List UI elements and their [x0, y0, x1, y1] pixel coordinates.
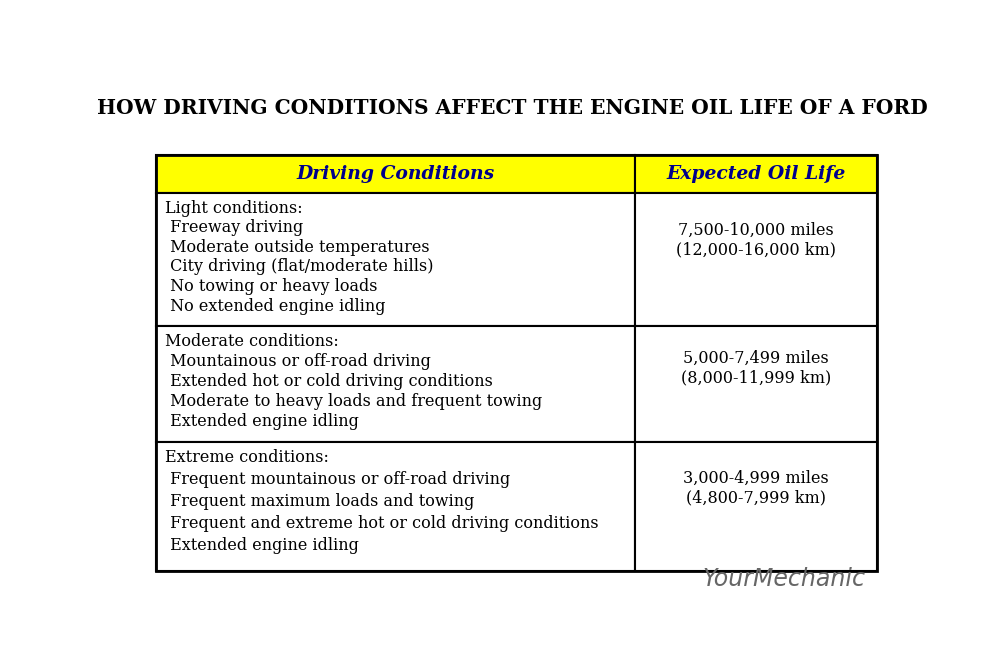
Text: YourMechanic: YourMechanic — [702, 567, 865, 591]
Text: (12,000-16,000 km): (12,000-16,000 km) — [676, 241, 836, 258]
Text: Frequent maximum loads and towing: Frequent maximum loads and towing — [165, 493, 475, 510]
Text: Extended engine idling: Extended engine idling — [165, 537, 359, 554]
Text: Extended engine idling: Extended engine idling — [165, 413, 359, 430]
Text: HOW DRIVING CONDITIONS AFFECT THE ENGINE OIL LIFE OF A FORD: HOW DRIVING CONDITIONS AFFECT THE ENGINE… — [97, 98, 928, 118]
Text: Freeway driving: Freeway driving — [165, 219, 304, 236]
Text: Moderate to heavy loads and frequent towing: Moderate to heavy loads and frequent tow… — [165, 393, 543, 410]
Bar — [156, 326, 635, 442]
Text: (8,000-11,999 km): (8,000-11,999 km) — [681, 370, 831, 386]
Text: 7,500-10,000 miles: 7,500-10,000 miles — [678, 222, 834, 239]
Text: Extreme conditions:: Extreme conditions: — [165, 448, 329, 466]
Text: Driving Conditions: Driving Conditions — [297, 165, 495, 183]
Text: Frequent mountainous or off-road driving: Frequent mountainous or off-road driving — [165, 471, 511, 488]
Text: 3,000-4,999 miles: 3,000-4,999 miles — [683, 470, 829, 486]
Text: Light conditions:: Light conditions: — [165, 200, 303, 217]
Bar — [635, 442, 877, 570]
Bar — [635, 326, 877, 442]
Text: Extended hot or cold driving conditions: Extended hot or cold driving conditions — [165, 373, 493, 390]
Bar — [635, 155, 877, 193]
Text: City driving (flat/moderate hills): City driving (flat/moderate hills) — [165, 258, 434, 275]
Text: Mountainous or off-road driving: Mountainous or off-road driving — [165, 353, 431, 370]
Bar — [156, 442, 635, 570]
Text: Moderate outside temperatures: Moderate outside temperatures — [165, 239, 430, 256]
Text: Moderate conditions:: Moderate conditions: — [165, 333, 339, 350]
Text: 5,000-7,499 miles: 5,000-7,499 miles — [683, 350, 829, 367]
Bar — [156, 155, 877, 570]
Text: (4,800-7,999 km): (4,800-7,999 km) — [686, 489, 826, 506]
Text: Frequent and extreme hot or cold driving conditions: Frequent and extreme hot or cold driving… — [165, 515, 599, 532]
Bar — [156, 193, 635, 326]
Bar — [156, 155, 635, 193]
Text: No extended engine idling: No extended engine idling — [165, 297, 386, 315]
Bar — [635, 193, 877, 326]
Text: Expected Oil Life: Expected Oil Life — [666, 165, 846, 183]
Text: No towing or heavy loads: No towing or heavy loads — [165, 278, 378, 295]
